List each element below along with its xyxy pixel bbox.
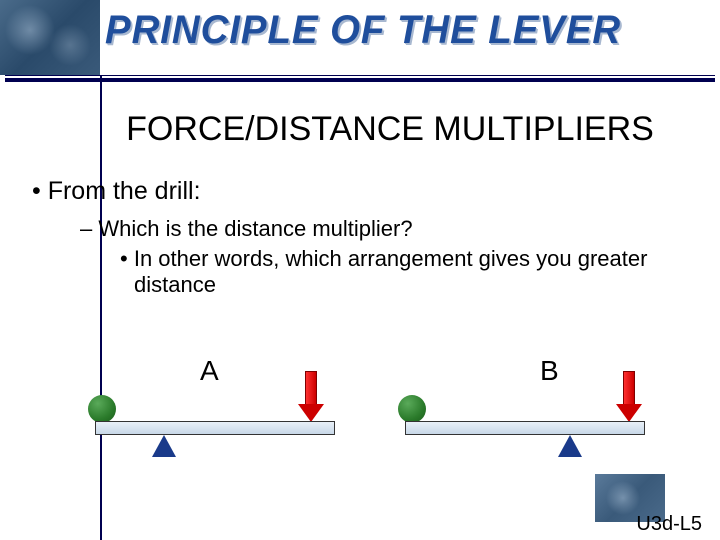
rule-thin	[5, 75, 715, 76]
lever-beam	[405, 421, 645, 435]
fulcrum-icon	[558, 435, 582, 457]
bullet-level-3: In other words, which arrangement gives …	[120, 246, 690, 298]
diagram-row: A B	[0, 355, 720, 475]
bullet-level-2: Which is the distance multiplier?	[80, 216, 690, 242]
header: PRINCIPLE OF THE LEVER	[0, 0, 720, 90]
force-arrow-icon	[300, 371, 322, 423]
rule-thick	[5, 78, 715, 82]
load-ball-icon	[88, 395, 116, 423]
lever-beam	[95, 421, 335, 435]
lever-diagram-b: B	[400, 355, 660, 475]
subtitle: FORCE/DISTANCE MULTIPLIERS	[90, 110, 690, 149]
diagram-label-a: A	[200, 355, 219, 387]
content-area: FORCE/DISTANCE MULTIPLIERS From the dril…	[0, 110, 720, 302]
footer-label: U3d-L5	[636, 513, 702, 536]
bullet-level-1: From the drill:	[32, 177, 690, 206]
header-thumbnail	[0, 0, 100, 75]
force-arrow-icon	[618, 371, 640, 423]
slide-title: PRINCIPLE OF THE LEVER	[105, 8, 621, 53]
diagram-label-b: B	[540, 355, 559, 387]
fulcrum-icon	[152, 435, 176, 457]
load-ball-icon	[398, 395, 426, 423]
lever-diagram-a: A	[90, 355, 350, 475]
